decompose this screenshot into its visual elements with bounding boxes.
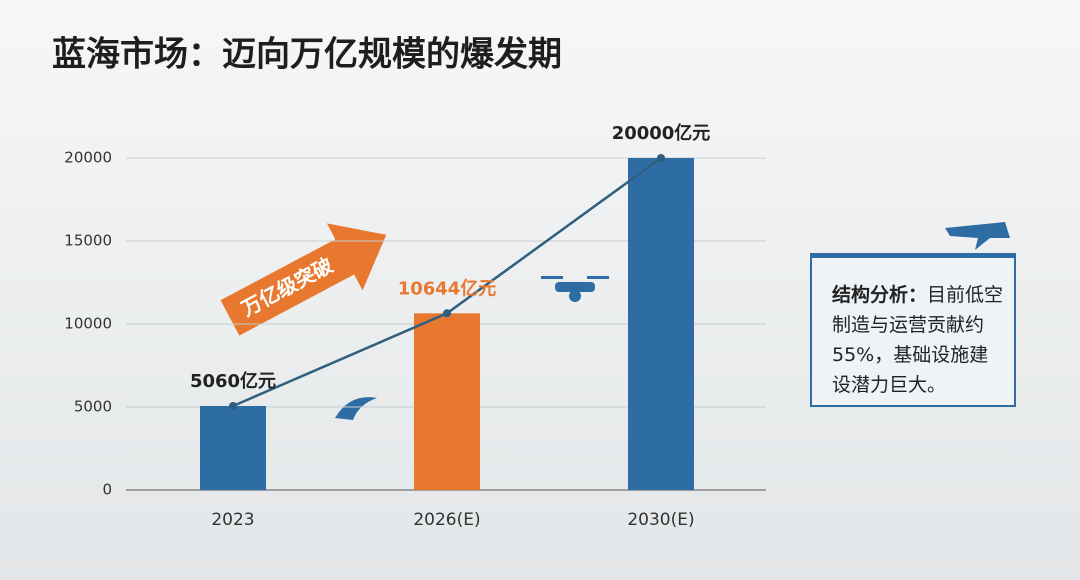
bar — [628, 158, 694, 490]
value-label: 5060亿元 — [190, 370, 276, 392]
arrow-shape — [220, 223, 387, 336]
x-tick-label: 2023 — [211, 510, 254, 530]
chart-title: 蓝海市场：迈向万亿规模的爆发期 — [52, 35, 562, 75]
annotation-arrow: 万亿级突破 — [220, 223, 387, 336]
y-tick-label: 20000 — [64, 149, 112, 167]
bar — [200, 406, 266, 490]
trend-point — [229, 402, 237, 411]
x-tick-label: 2026(E) — [413, 510, 480, 530]
y-tick-label: 10000 — [64, 315, 112, 333]
value-label: 20000亿元 — [612, 122, 711, 144]
trend-point — [657, 154, 665, 162]
note-box: 结构分析：目前低空制造与运营贡献约55%，基础设施建设潜力巨大。 — [810, 253, 1016, 407]
bird-icon — [335, 397, 377, 420]
y-tick-label: 15000 — [64, 232, 112, 250]
y-tick-label: 5000 — [74, 398, 112, 416]
bar — [414, 313, 480, 490]
trend-point — [443, 309, 451, 318]
y-tick-label: 0 — [102, 481, 112, 499]
drone-icon — [541, 276, 609, 302]
x-tick-label: 2030(E) — [627, 510, 694, 530]
note-heading: 结构分析： — [832, 284, 928, 306]
plane-icon — [945, 222, 1010, 250]
value-label: 10644亿元 — [398, 277, 497, 299]
note-text: 目前低空制造与运营贡献约55%，基础设施建设潜力巨大。 — [832, 284, 1004, 396]
